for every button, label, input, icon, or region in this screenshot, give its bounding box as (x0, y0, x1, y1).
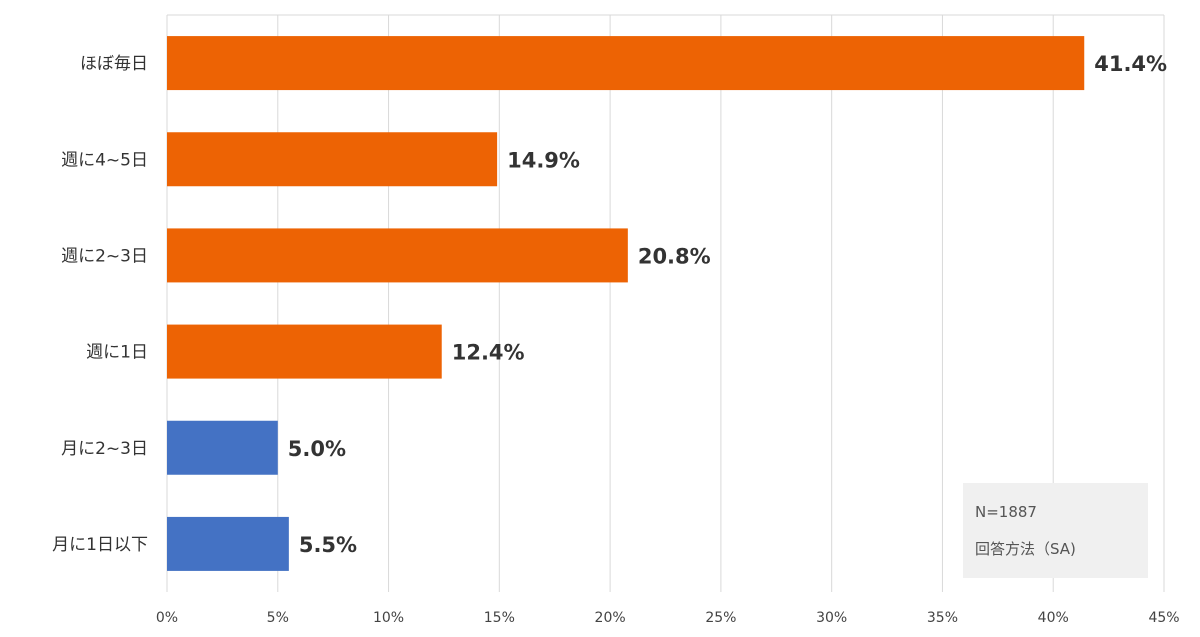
x-tick-label: 30% (816, 610, 847, 626)
data-label: 5.5% (299, 533, 357, 557)
x-tick-label: 25% (705, 610, 736, 626)
category-label: 週に2~3日 (61, 246, 148, 266)
x-tick-label: 15% (484, 610, 515, 626)
data-label: 14.9% (507, 148, 580, 172)
x-tick-label: 5% (267, 610, 289, 626)
x-tick-label: 20% (595, 610, 626, 626)
x-tick-label: 40% (1038, 610, 1069, 626)
note-background (963, 483, 1148, 578)
category-label: 月に1日以下 (52, 535, 148, 555)
data-label: 5.0% (288, 437, 346, 461)
note-sample-size: N=1887 (975, 503, 1037, 521)
data-label: 41.4% (1094, 52, 1167, 76)
category-label: 週に4~5日 (61, 150, 148, 170)
x-axis-ticks: 0% 5% 10% 15% 20% 25% 30% 35% 40% 45% (156, 610, 1180, 626)
labels: ほぼ毎日 41.4% 週に4~5日 14.9% 週に2~3日 20.8% 週に1日 12.4%… (52, 52, 1167, 557)
bar (167, 420, 278, 475)
x-tick-label: 0% (156, 610, 178, 626)
bar (167, 132, 498, 187)
bar (167, 324, 442, 379)
bar (167, 228, 628, 283)
gridlines (166, 14, 1165, 592)
x-tick-label: 45% (1148, 610, 1179, 626)
sample-note: N=1887 回答方法（SA) (963, 483, 1148, 578)
x-tick-label: 10% (373, 610, 404, 626)
category-label: 週に1日 (86, 343, 148, 363)
bar (167, 36, 1085, 91)
x-tick-label: 35% (927, 610, 958, 626)
note-answer-method: 回答方法（SA) (975, 540, 1076, 558)
bar (167, 516, 289, 571)
category-label: ほぼ毎日 (80, 54, 148, 74)
data-label: 12.4% (452, 341, 525, 365)
bars (167, 36, 1085, 571)
data-label: 20.8% (638, 244, 711, 268)
category-label: 月に2~3日 (61, 439, 148, 459)
